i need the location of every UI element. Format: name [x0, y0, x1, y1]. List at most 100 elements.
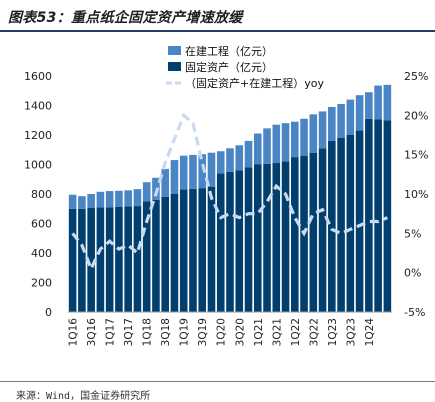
- bar-fixed-assets: [124, 206, 132, 312]
- bar-fixed-assets: [68, 208, 77, 312]
- bar-construction-in-progress: [170, 160, 179, 194]
- y-left-tick-label: 600: [31, 218, 52, 231]
- x-tick-label: 3Q20: [234, 318, 246, 346]
- bar-construction-in-progress: [337, 104, 345, 138]
- axes-layer: 0 200 400 600 800 1000 1200 1400 1600 -5% 0% 5% 10% 1…: [24, 70, 428, 346]
- y-left-tick-label: 400: [31, 247, 52, 260]
- y-left-tick-label: 1400: [24, 100, 52, 113]
- y-left-tick-label: 800: [31, 188, 52, 201]
- bar-fixed-assets: [309, 152, 318, 312]
- x-tick-label: 3Q21: [271, 318, 283, 346]
- y-left-tick-label: 1600: [24, 70, 52, 83]
- bar-construction-in-progress: [281, 123, 290, 162]
- bar-fixed-assets: [383, 120, 392, 312]
- bar-construction-in-progress: [365, 92, 373, 119]
- bar-fixed-assets: [346, 135, 355, 312]
- x-tick-label: 3Q18: [160, 318, 172, 346]
- bar-construction-in-progress: [189, 154, 197, 189]
- y-right-tick-label: 25%: [404, 70, 428, 83]
- footer-rule: [0, 381, 435, 382]
- x-tick-label: 1Q16: [68, 318, 80, 347]
- y-left-tick-label: 0: [45, 306, 52, 319]
- bars-layer: [68, 84, 392, 313]
- bar-construction-in-progress: [216, 151, 225, 174]
- bar-construction-in-progress: [355, 95, 364, 131]
- y-left-tick-label: 1000: [24, 159, 52, 172]
- bar-construction-in-progress: [133, 189, 142, 207]
- x-tick-label: 3Q19: [197, 318, 209, 346]
- bar-construction-in-progress: [346, 99, 355, 135]
- bar-construction-in-progress: [253, 133, 262, 165]
- bar-fixed-assets: [226, 171, 234, 313]
- x-tick-label: 3Q17: [123, 318, 135, 346]
- legend: 在建工程（亿元） 固定资产（亿元） （固定资产+在建工程）yoy: [166, 44, 324, 90]
- x-tick-label: 3Q22: [308, 318, 320, 346]
- bar-fixed-assets: [189, 188, 197, 312]
- y-left-tick-label: 200: [31, 277, 52, 290]
- bar-fixed-assets: [170, 194, 179, 312]
- bar-construction-in-progress: [300, 118, 308, 156]
- chart: 0 200 400 600 800 1000 1200 1400 1600 -5% 0% 5% 10% 1…: [24, 44, 428, 346]
- bar-fixed-assets: [337, 137, 345, 312]
- x-tick-label: 1Q24: [364, 318, 376, 347]
- bar-fixed-assets: [235, 170, 244, 312]
- bar-construction-in-progress: [105, 191, 114, 208]
- bar-fixed-assets: [374, 119, 382, 312]
- bar-fixed-assets: [87, 208, 95, 312]
- y-left-tick-label: 1200: [24, 129, 52, 142]
- title-rule: [0, 30, 435, 32]
- bar-construction-in-progress: [318, 111, 327, 149]
- bar-construction-in-progress: [374, 85, 382, 120]
- x-tick-label: 1Q19: [179, 318, 191, 346]
- x-tick-label: 1Q18: [142, 318, 154, 346]
- bar-construction-in-progress: [142, 182, 151, 202]
- bar-construction-in-progress: [87, 194, 95, 209]
- bar-construction-in-progress: [179, 155, 188, 190]
- y-right-tick-label: 5%: [404, 227, 421, 240]
- legend-swatch-fixed-assets: [168, 62, 181, 71]
- y-right-tick-label: 0%: [404, 267, 421, 280]
- bar-construction-in-progress: [124, 190, 132, 207]
- bar-fixed-assets: [142, 201, 151, 313]
- x-tick-label: 1Q17: [105, 318, 117, 346]
- bar-construction-in-progress: [78, 196, 86, 209]
- yoy-line: [71, 112, 388, 273]
- x-tick-label: 3Q16: [86, 318, 98, 347]
- bar-construction-in-progress: [68, 194, 77, 209]
- x-tick-label: 1Q21: [253, 318, 265, 346]
- bar-fixed-assets: [281, 161, 290, 312]
- bar-construction-in-progress: [383, 84, 392, 121]
- x-tick-label: 3Q23: [345, 318, 357, 346]
- bar-fixed-assets: [133, 206, 142, 312]
- bar-construction-in-progress: [291, 121, 299, 158]
- y-right-tick-label: 15%: [404, 149, 428, 162]
- bar-fixed-assets: [328, 140, 336, 312]
- bar-construction-in-progress: [235, 145, 244, 171]
- legend-label-construction-in-progress: 在建工程（亿元）: [185, 44, 273, 58]
- bar-fixed-assets: [272, 163, 281, 312]
- source-note: 来源：Wind，国金证券研究所: [16, 391, 151, 402]
- bar-construction-in-progress: [115, 190, 123, 207]
- bar-fixed-assets: [161, 196, 169, 312]
- y-right-tick-label: 20%: [404, 109, 428, 122]
- bar-fixed-assets: [216, 173, 225, 312]
- bar-fixed-assets: [152, 199, 160, 312]
- bar-fixed-assets: [198, 188, 207, 312]
- x-tick-label: 1Q23: [327, 318, 339, 346]
- bar-fixed-assets: [318, 148, 327, 312]
- bar-construction-in-progress: [263, 128, 271, 164]
- yoy-line-layer: [71, 112, 388, 273]
- bar-fixed-assets: [365, 118, 373, 312]
- x-tick-label: 1Q20: [216, 318, 228, 346]
- x-tick-label: 1Q22: [290, 318, 302, 346]
- bar-construction-in-progress: [328, 106, 336, 141]
- bar-construction-in-progress: [161, 168, 169, 197]
- bar-fixed-assets: [179, 189, 188, 312]
- bar-fixed-assets: [291, 157, 299, 313]
- bar-construction-in-progress: [272, 124, 281, 164]
- bar-construction-in-progress: [309, 114, 318, 153]
- bar-construction-in-progress: [226, 148, 234, 172]
- bar-construction-in-progress: [207, 152, 216, 187]
- bar-fixed-assets: [263, 163, 271, 312]
- legend-label-yoy: （固定资产+在建工程）yoy: [185, 76, 324, 90]
